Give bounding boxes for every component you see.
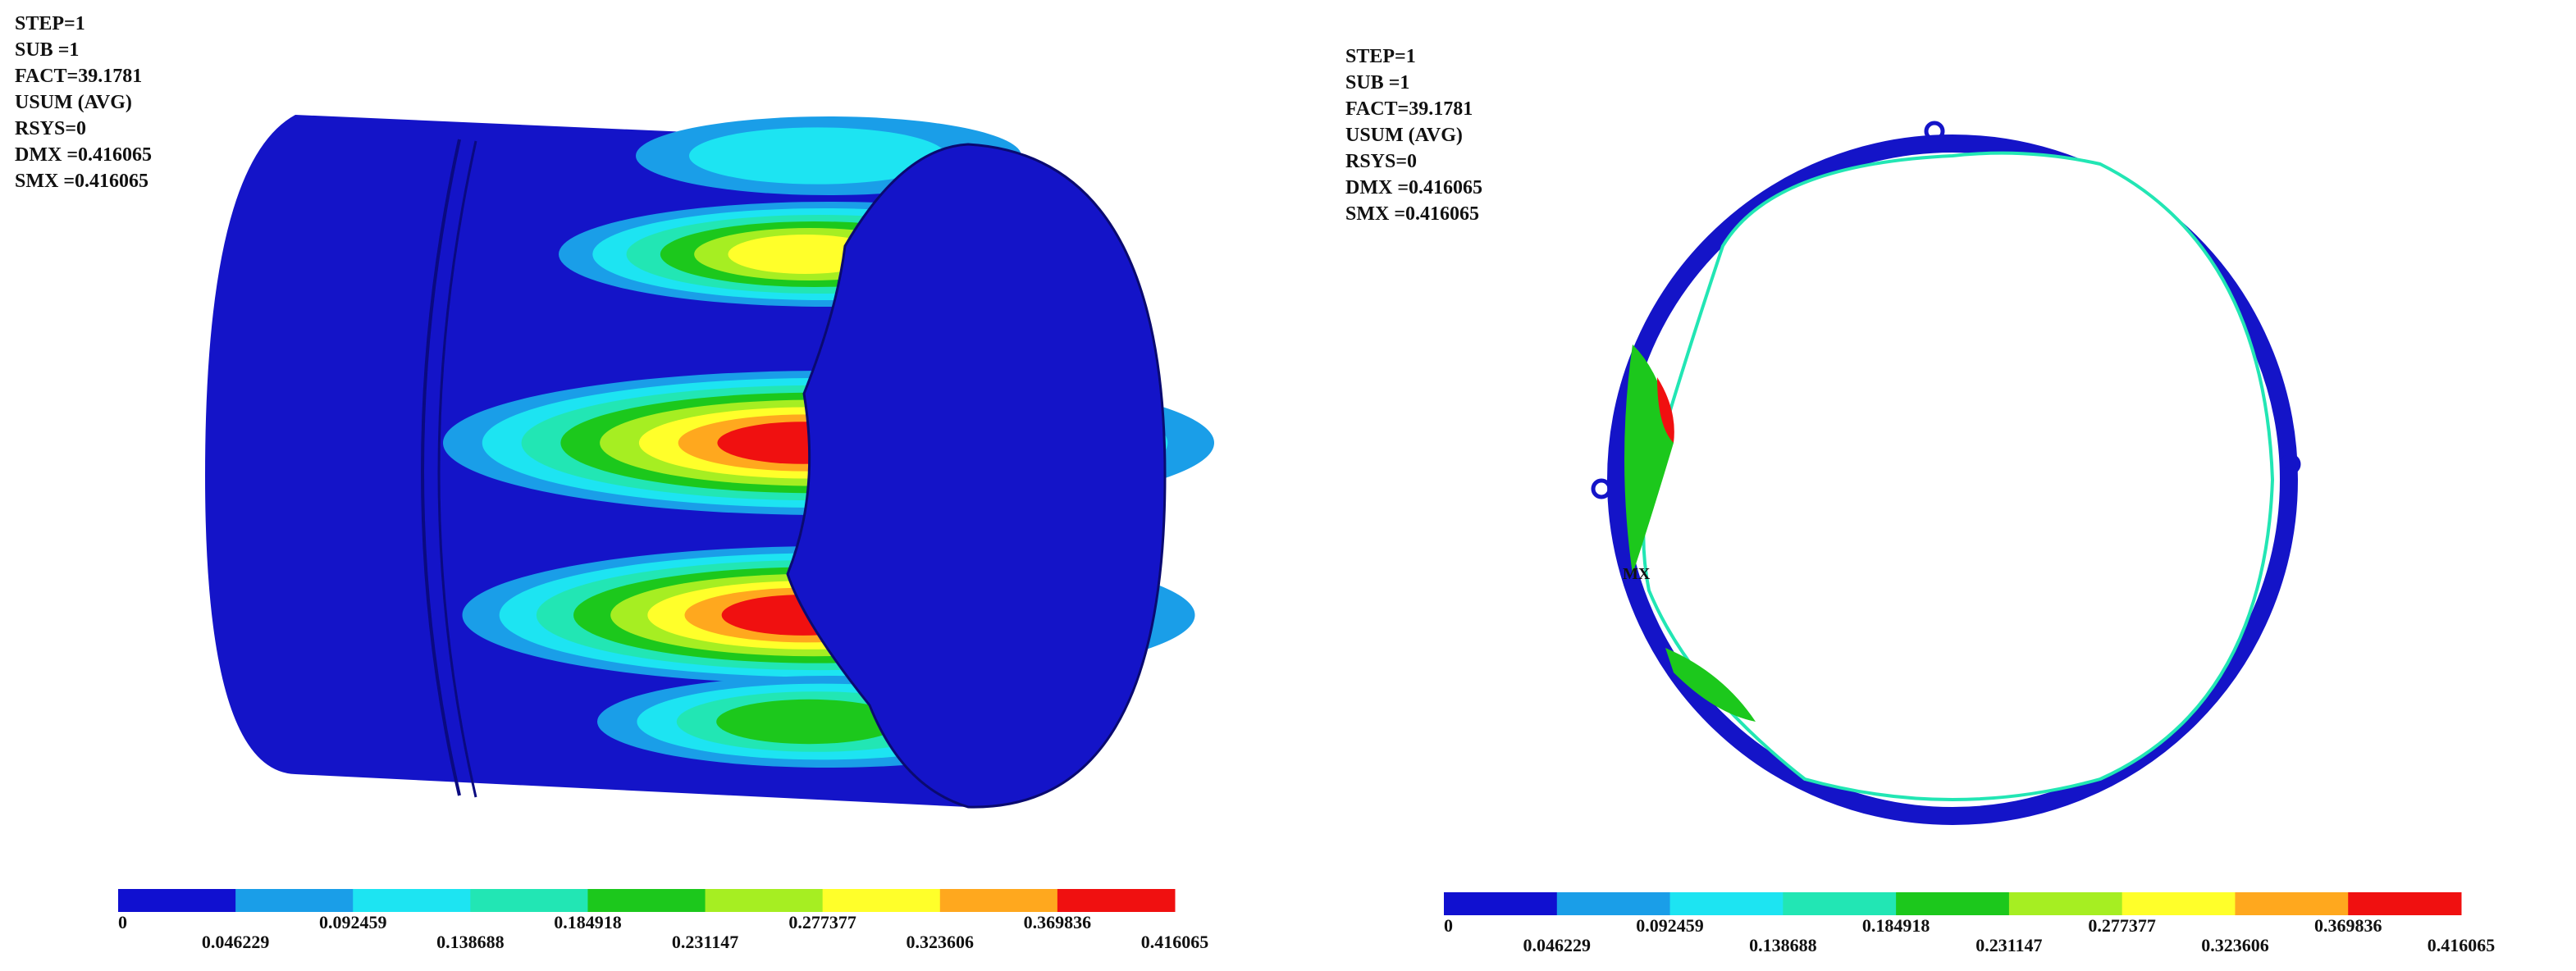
colorbar-segment [2235,892,2349,915]
deformation-peak [1657,377,1674,443]
colorbar-label: 0.277377 [788,912,856,932]
colorbar-label: 0.369836 [2314,915,2382,936]
cylinder-view: STEP=1 SUB =1 FACT=39.1781 USUM (AVG) RSYS=0… [15,13,1214,952]
colorbar-segment [705,889,824,912]
colorbar-label: 0.231147 [672,932,738,952]
colorbar-segment [1669,892,1784,915]
colorbar-segment [1896,892,2010,915]
info-line: DMX =0.416065 [15,144,152,166]
colorbar-label: 0.277377 [2088,915,2156,936]
colorbar-segment [587,889,706,912]
info-line: SUB =1 [15,39,79,61]
colorbar-label: 0.416065 [1141,932,1209,952]
contour-lobe [716,699,902,745]
deformed-shell [1642,151,2275,801]
cylinder-end [786,143,1167,809]
info-line: RSYS=0 [15,118,86,139]
lug [2280,454,2301,475]
colorbar-segment [1556,892,1671,915]
colorbar-segment [118,889,236,912]
colorbar-segment [1444,892,1558,915]
ring [1607,134,2298,825]
colorbar-label: 0.046229 [1523,935,1592,955]
colorbar-segment [1783,892,1897,915]
info-line: STEP=1 [15,13,85,34]
info-line: FACT=39.1781 [1345,98,1473,120]
colorbar-segment [939,889,1058,912]
colorbar-segment [353,889,471,912]
seam [421,139,461,796]
colorbar-label: 0.231147 [1975,935,2042,955]
info-line: DMX =0.416065 [1345,177,1482,198]
colorbar-segment [1057,889,1176,912]
colorbar-label: 0.323606 [2201,935,2269,955]
seam [437,140,477,798]
colorbar-segment [822,889,941,912]
colorbar-segment [2348,892,2462,915]
colorbar-label: 0.184918 [554,912,622,932]
colorbar-label: 0.323606 [907,932,975,952]
info-line: USUM (AVG) [1345,125,1463,146]
info-line: SUB =1 [1345,72,1409,93]
colorbar-label: 0 [118,912,127,932]
info-line: STEP=1 [1345,46,1416,67]
colorbar-label: 0.092459 [319,912,387,932]
colorbar-label: 0.138688 [436,932,505,952]
colorbar-segment [2122,892,2236,915]
colorbar-label: 0 [1444,915,1453,936]
ring-view: STEP=1 SUB =1 FACT=39.1781 USUM (AVG) RSYS=0… [1345,46,2495,955]
colorbar-label: 0.138688 [1749,935,1817,955]
colorbar-segment [470,889,588,912]
info-line: SMX =0.416065 [15,171,148,192]
colorbar-label: 0.369836 [1024,912,1092,932]
info-line: FACT=39.1781 [15,66,142,87]
info-line: USUM (AVG) [15,92,132,113]
contour-lobe [689,127,947,185]
colorbar-segment [2008,892,2123,915]
colorbar-label: 0.184918 [1862,915,1930,936]
lug [1924,121,1945,142]
max-marker: MX [1623,565,1651,583]
colorbar-label: 0.416065 [2428,935,2496,955]
lug [1591,478,1612,499]
colorbar-label: 0.046229 [202,932,270,952]
deformation-band [1665,648,1756,722]
info-line: RSYS=0 [1345,151,1417,172]
colorbar-segment [235,889,354,912]
colorbar-label: 0.092459 [1636,915,1704,936]
info-line: SMX =0.416065 [1345,203,1479,225]
